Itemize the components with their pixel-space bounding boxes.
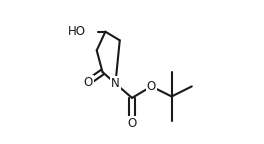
Text: O: O — [83, 76, 93, 89]
Text: O: O — [147, 80, 156, 93]
Text: O: O — [127, 117, 137, 130]
Text: HO: HO — [68, 25, 86, 38]
Text: N: N — [111, 77, 120, 90]
